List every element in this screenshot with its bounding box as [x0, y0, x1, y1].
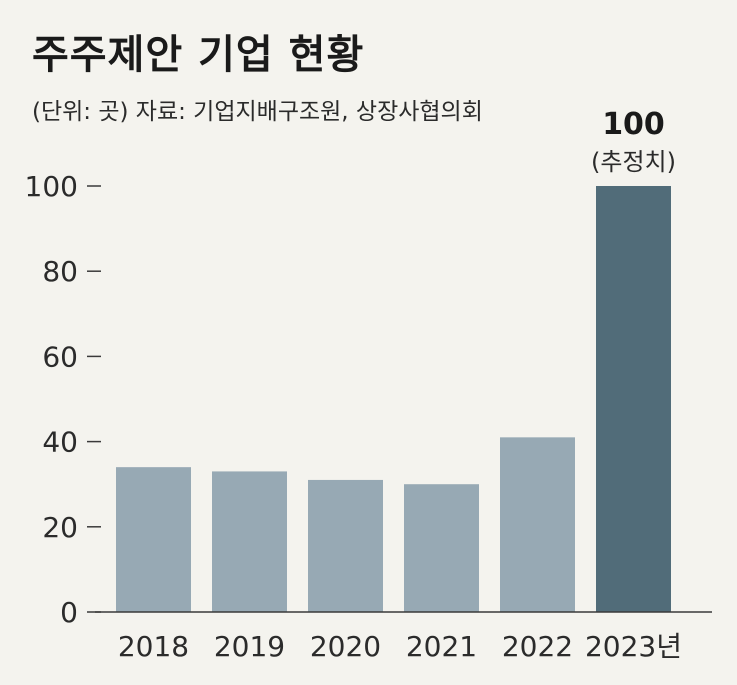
callout-value-label: 100	[602, 107, 665, 142]
bars	[116, 186, 671, 612]
y-axis: 0 20 40 60 80 100	[25, 170, 101, 629]
x-tick-label: 2018	[118, 630, 189, 663]
highlight-callout: 100 (추정치)	[591, 107, 676, 176]
y-tick-label: 80	[42, 255, 78, 288]
x-axis: 2018 2019 2020 2021 2022 2023년	[118, 630, 682, 663]
x-tick-label: 2019	[214, 630, 285, 663]
chart-title: 주주제안 기업 현황	[32, 32, 365, 78]
x-tick-label: 2023년	[585, 630, 682, 663]
y-tick-label: 60	[42, 340, 78, 373]
x-tick-label: 2020	[310, 630, 381, 663]
bar-2018	[116, 467, 191, 612]
bar-2022	[500, 437, 575, 612]
x-tick-label: 2022	[502, 630, 573, 663]
x-tick-label: 2021	[406, 630, 477, 663]
bar-2021	[404, 484, 479, 612]
y-tick-label: 40	[42, 426, 78, 459]
y-tick-label: 0	[60, 596, 78, 629]
bar-2020	[308, 479, 383, 612]
bar-2019	[212, 471, 287, 612]
y-tick-label: 100	[25, 170, 78, 203]
y-tick-label: 20	[42, 511, 78, 544]
bar-2023년	[596, 186, 671, 612]
callout-estimate-note: (추정치)	[591, 148, 676, 176]
unit-and-source-note: (단위: 곳) 자료: 기업지배구조원, 상장사협의회	[32, 99, 483, 125]
